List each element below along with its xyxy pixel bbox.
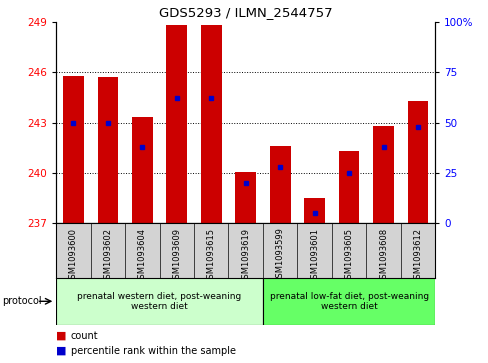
Text: GSM1093604: GSM1093604 [138,228,146,284]
Text: protocol: protocol [2,296,42,306]
Text: GSM1093601: GSM1093601 [309,228,319,284]
Text: percentile rank within the sample: percentile rank within the sample [71,346,235,356]
Text: GSM1093605: GSM1093605 [344,228,353,284]
Text: GSM1093612: GSM1093612 [413,228,422,284]
Bar [132,118,152,223]
Text: ■: ■ [56,331,66,341]
Bar [56,278,263,325]
Text: GSM1093619: GSM1093619 [241,228,250,284]
Text: GSM1093599: GSM1093599 [275,228,284,284]
Bar [166,25,187,223]
Bar [63,76,83,223]
Bar [98,77,118,223]
Bar [263,278,434,325]
Bar [407,101,427,223]
Text: count: count [71,331,98,341]
Text: GSM1093602: GSM1093602 [103,228,112,284]
Bar [304,198,325,223]
Bar [338,151,359,223]
Title: GDS5293 / ILMN_2544757: GDS5293 / ILMN_2544757 [159,6,332,19]
Text: ■: ■ [56,346,66,356]
Text: GSM1093608: GSM1093608 [378,228,387,284]
Text: GSM1093609: GSM1093609 [172,228,181,284]
Text: GSM1093600: GSM1093600 [69,228,78,284]
Bar [201,25,221,223]
Text: prenatal western diet, post-weaning
western diet: prenatal western diet, post-weaning west… [77,291,241,311]
Bar [269,146,290,223]
Text: prenatal low-fat diet, post-weaning
western diet: prenatal low-fat diet, post-weaning west… [269,291,428,311]
Bar [235,172,256,223]
Bar [372,126,393,223]
Text: GSM1093615: GSM1093615 [206,228,215,284]
